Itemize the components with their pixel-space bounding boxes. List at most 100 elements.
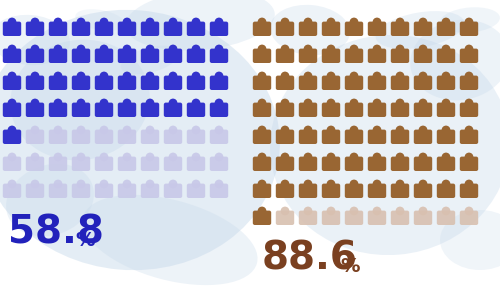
Circle shape — [326, 126, 336, 134]
FancyBboxPatch shape — [210, 157, 228, 171]
Circle shape — [214, 126, 224, 134]
Circle shape — [464, 153, 473, 161]
Ellipse shape — [82, 195, 258, 285]
FancyBboxPatch shape — [299, 76, 317, 90]
FancyBboxPatch shape — [141, 76, 159, 90]
Circle shape — [30, 72, 40, 80]
FancyBboxPatch shape — [72, 130, 90, 144]
Circle shape — [122, 126, 132, 134]
Circle shape — [30, 180, 40, 188]
FancyBboxPatch shape — [3, 130, 21, 144]
Ellipse shape — [270, 35, 500, 255]
Circle shape — [76, 99, 86, 107]
FancyBboxPatch shape — [95, 49, 113, 63]
FancyBboxPatch shape — [26, 157, 44, 171]
Circle shape — [280, 99, 289, 107]
Circle shape — [30, 126, 40, 134]
FancyBboxPatch shape — [49, 184, 67, 198]
Circle shape — [258, 207, 266, 215]
FancyBboxPatch shape — [368, 49, 386, 63]
Circle shape — [372, 45, 382, 53]
Circle shape — [304, 18, 312, 26]
FancyBboxPatch shape — [414, 103, 432, 117]
Circle shape — [326, 180, 336, 188]
Circle shape — [122, 153, 132, 161]
Circle shape — [192, 153, 200, 161]
Circle shape — [464, 72, 473, 80]
Circle shape — [326, 207, 336, 215]
FancyBboxPatch shape — [322, 22, 340, 36]
FancyBboxPatch shape — [49, 22, 67, 36]
FancyBboxPatch shape — [49, 49, 67, 63]
FancyBboxPatch shape — [368, 22, 386, 36]
Ellipse shape — [6, 164, 94, 236]
FancyBboxPatch shape — [276, 211, 294, 225]
Circle shape — [350, 72, 358, 80]
Circle shape — [350, 153, 358, 161]
FancyBboxPatch shape — [345, 157, 363, 171]
Circle shape — [168, 18, 177, 26]
FancyBboxPatch shape — [460, 76, 478, 90]
Text: %: % — [75, 230, 94, 250]
Circle shape — [100, 126, 108, 134]
Ellipse shape — [270, 5, 350, 55]
FancyBboxPatch shape — [345, 130, 363, 144]
Circle shape — [54, 126, 62, 134]
Circle shape — [350, 18, 358, 26]
Circle shape — [168, 45, 177, 53]
Circle shape — [418, 207, 428, 215]
FancyBboxPatch shape — [210, 184, 228, 198]
Circle shape — [304, 45, 312, 53]
FancyBboxPatch shape — [164, 157, 182, 171]
FancyBboxPatch shape — [391, 49, 409, 63]
Circle shape — [372, 180, 382, 188]
Circle shape — [258, 45, 266, 53]
Circle shape — [442, 126, 450, 134]
FancyBboxPatch shape — [210, 76, 228, 90]
FancyBboxPatch shape — [253, 49, 271, 63]
Circle shape — [464, 207, 473, 215]
Ellipse shape — [10, 40, 149, 160]
FancyBboxPatch shape — [3, 184, 21, 198]
FancyBboxPatch shape — [414, 157, 432, 171]
Circle shape — [372, 72, 382, 80]
FancyBboxPatch shape — [460, 211, 478, 225]
FancyBboxPatch shape — [141, 103, 159, 117]
Circle shape — [258, 18, 266, 26]
FancyBboxPatch shape — [72, 103, 90, 117]
Circle shape — [396, 207, 404, 215]
FancyBboxPatch shape — [299, 211, 317, 225]
Circle shape — [442, 72, 450, 80]
FancyBboxPatch shape — [118, 103, 136, 117]
Ellipse shape — [76, 9, 124, 31]
Circle shape — [326, 99, 336, 107]
FancyBboxPatch shape — [414, 76, 432, 90]
Ellipse shape — [125, 0, 275, 51]
Circle shape — [418, 72, 428, 80]
FancyBboxPatch shape — [72, 49, 90, 63]
Circle shape — [100, 45, 108, 53]
FancyBboxPatch shape — [276, 157, 294, 171]
FancyBboxPatch shape — [26, 130, 44, 144]
Circle shape — [30, 99, 40, 107]
Circle shape — [418, 126, 428, 134]
FancyBboxPatch shape — [276, 76, 294, 90]
FancyBboxPatch shape — [118, 76, 136, 90]
Circle shape — [214, 18, 224, 26]
Circle shape — [30, 18, 40, 26]
Circle shape — [350, 99, 358, 107]
Circle shape — [122, 180, 132, 188]
Circle shape — [304, 72, 312, 80]
Circle shape — [258, 72, 266, 80]
FancyBboxPatch shape — [3, 157, 21, 171]
FancyBboxPatch shape — [368, 184, 386, 198]
FancyBboxPatch shape — [299, 49, 317, 63]
Circle shape — [396, 72, 404, 80]
Circle shape — [350, 45, 358, 53]
Circle shape — [146, 45, 154, 53]
FancyBboxPatch shape — [345, 49, 363, 63]
Text: 58.8: 58.8 — [8, 213, 104, 251]
FancyBboxPatch shape — [460, 22, 478, 36]
FancyBboxPatch shape — [460, 157, 478, 171]
Circle shape — [8, 45, 16, 53]
